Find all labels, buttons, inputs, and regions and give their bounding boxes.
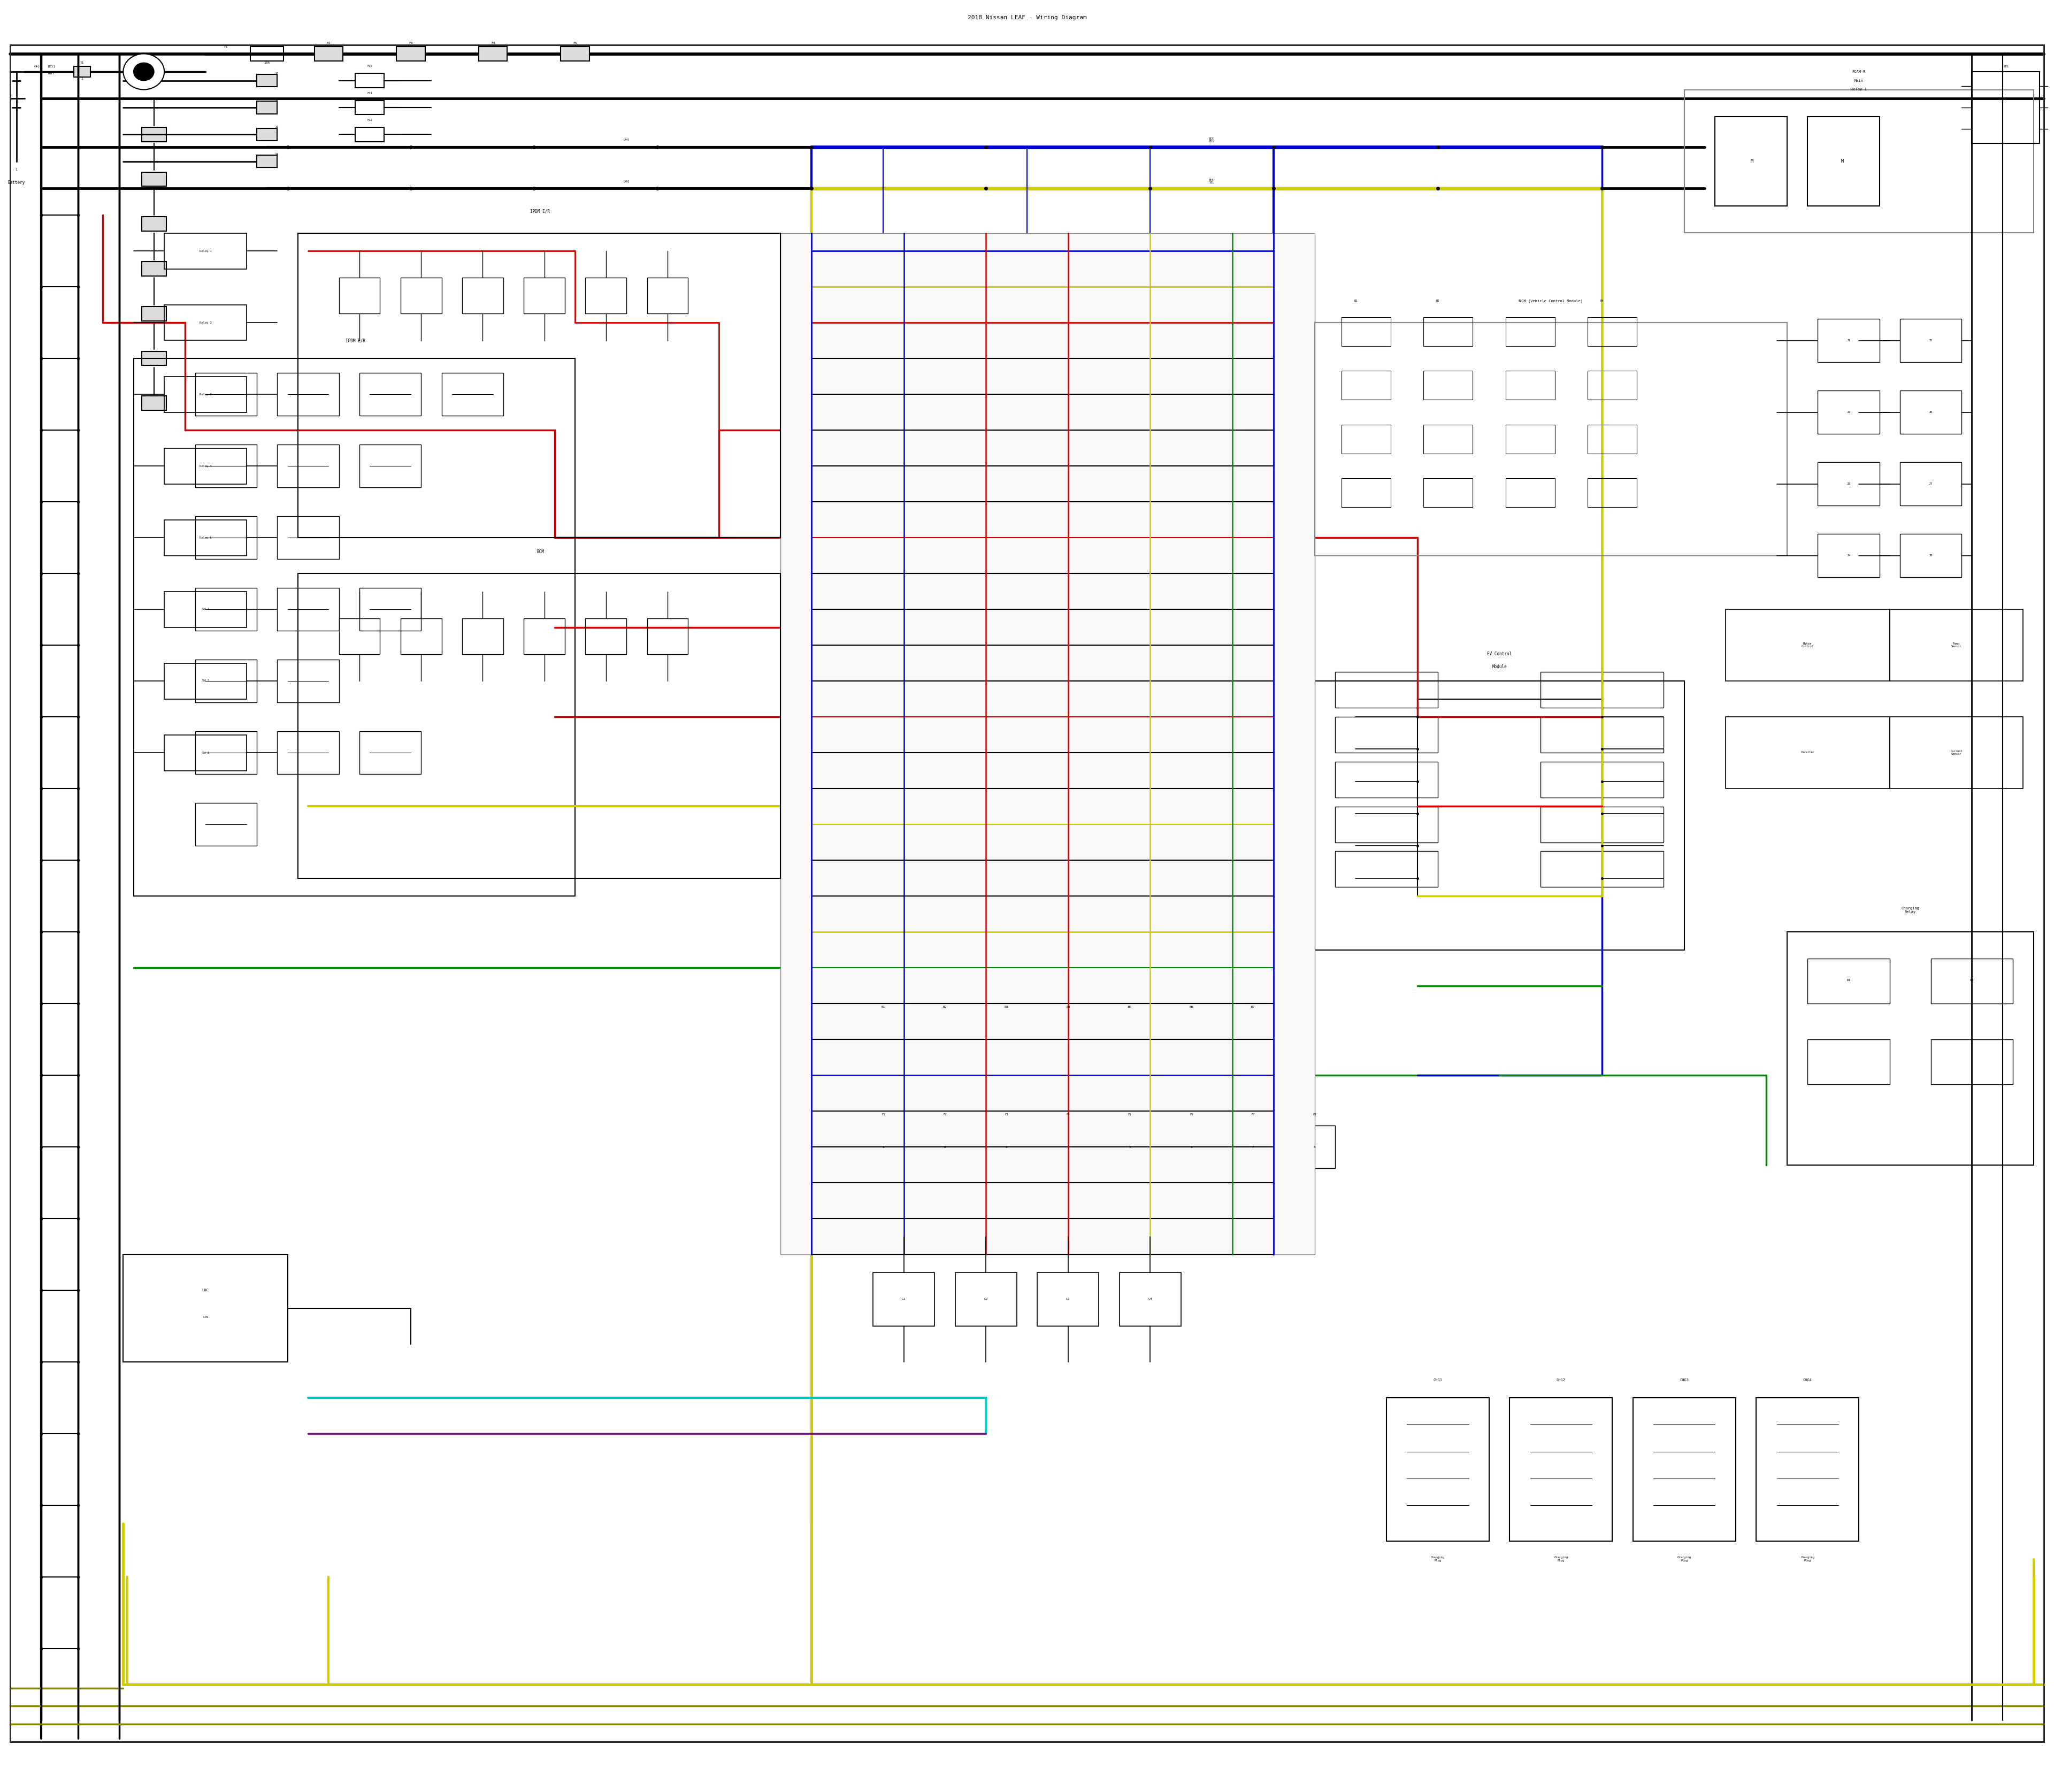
Bar xyxy=(585,618,626,654)
Bar xyxy=(585,278,626,314)
Bar xyxy=(1588,478,1637,507)
Text: CHG3: CHG3 xyxy=(1680,1378,1688,1382)
Text: B7: B7 xyxy=(1251,1005,1255,1009)
Text: F3: F3 xyxy=(409,41,413,45)
Bar xyxy=(1315,681,1684,950)
Text: X4: X4 xyxy=(275,152,279,156)
Bar xyxy=(982,1018,1031,1061)
Text: Battery: Battery xyxy=(8,181,25,185)
Bar xyxy=(195,516,257,559)
Text: Relay 1: Relay 1 xyxy=(1851,88,1867,91)
Bar xyxy=(647,618,688,654)
Bar xyxy=(142,351,166,366)
Bar xyxy=(277,731,339,774)
Bar xyxy=(1228,1018,1278,1061)
Text: F5: F5 xyxy=(1128,1113,1132,1116)
Bar xyxy=(524,278,565,314)
Text: F10: F10 xyxy=(368,65,372,68)
Bar xyxy=(859,1018,908,1061)
Bar xyxy=(1386,1398,1489,1541)
Bar xyxy=(1232,1125,1273,1168)
Text: B6: B6 xyxy=(1189,1005,1193,1009)
Bar xyxy=(1335,762,1438,797)
Bar xyxy=(1341,317,1391,346)
Text: F1: F1 xyxy=(881,1113,885,1116)
Bar xyxy=(1335,851,1438,887)
Bar xyxy=(1900,391,1962,434)
Bar xyxy=(986,1125,1027,1168)
Text: BCM: BCM xyxy=(536,550,544,554)
Text: C1: C1 xyxy=(902,1297,906,1301)
Bar xyxy=(1715,116,1787,206)
Bar xyxy=(1684,90,2033,233)
Text: IPDM E/R: IPDM E/R xyxy=(345,339,366,342)
Text: 2018 Nissan LEAF - Wiring Diagram: 2018 Nissan LEAF - Wiring Diagram xyxy=(967,16,1087,20)
Bar xyxy=(1890,609,2023,681)
Bar xyxy=(1931,1039,2013,1084)
Bar xyxy=(1506,317,1555,346)
Circle shape xyxy=(134,63,154,81)
Bar xyxy=(142,127,166,142)
Bar xyxy=(1506,478,1555,507)
Bar xyxy=(1167,1018,1216,1061)
Bar xyxy=(647,278,688,314)
Bar xyxy=(164,591,246,627)
Bar xyxy=(1423,425,1473,453)
Text: B1: B1 xyxy=(1354,299,1358,303)
Bar xyxy=(462,278,503,314)
Bar xyxy=(781,233,1315,1254)
Bar xyxy=(1335,806,1438,842)
Bar xyxy=(195,803,257,846)
Bar xyxy=(1540,806,1664,842)
Bar xyxy=(1900,462,1962,505)
Bar xyxy=(277,659,339,702)
Bar xyxy=(257,156,277,167)
Text: Relay 5: Relay 5 xyxy=(199,536,212,539)
Text: F7: F7 xyxy=(1251,1113,1255,1116)
Bar xyxy=(1787,932,2033,1165)
Text: J2: J2 xyxy=(1847,410,1851,414)
Text: B5: B5 xyxy=(1128,1005,1132,1009)
Bar xyxy=(1341,425,1391,453)
Text: F8: F8 xyxy=(1313,1113,1317,1116)
Text: CHG1: CHG1 xyxy=(1434,1378,1442,1382)
Text: J4: J4 xyxy=(1847,554,1851,557)
Bar xyxy=(1341,478,1391,507)
Bar xyxy=(1506,371,1555,400)
Bar xyxy=(1633,1398,1736,1541)
Text: F2: F2 xyxy=(943,1113,947,1116)
Bar xyxy=(314,47,343,61)
Bar xyxy=(1890,717,2023,788)
Bar xyxy=(359,731,421,774)
Bar xyxy=(1105,1018,1154,1061)
Text: T1: T1 xyxy=(80,61,84,65)
Circle shape xyxy=(123,54,164,90)
Bar xyxy=(873,1272,935,1326)
Bar xyxy=(1037,1272,1099,1326)
Text: Inverter: Inverter xyxy=(1801,751,1814,754)
Bar xyxy=(142,262,166,276)
Bar xyxy=(298,233,781,538)
Bar xyxy=(164,233,246,269)
Bar xyxy=(1725,717,1890,788)
Text: [B4]
YEL: [B4] YEL xyxy=(1208,177,1216,185)
Bar xyxy=(1900,319,1962,362)
Bar xyxy=(1294,1125,1335,1168)
Text: (+): (+) xyxy=(33,65,41,68)
Bar xyxy=(1756,1398,1859,1541)
Text: Main: Main xyxy=(1855,79,1863,82)
Text: F4: F4 xyxy=(1066,1113,1070,1116)
Bar xyxy=(1540,762,1664,797)
Bar xyxy=(142,396,166,410)
Text: B4: B4 xyxy=(1600,299,1604,303)
Bar xyxy=(355,73,384,88)
Text: SW 3: SW 3 xyxy=(201,751,210,754)
Text: [E1]: [E1] xyxy=(47,65,55,68)
Text: B3: B3 xyxy=(1004,1005,1009,1009)
Text: B2: B2 xyxy=(1436,299,1440,303)
Text: C2: C2 xyxy=(984,1297,988,1301)
Bar xyxy=(164,448,246,484)
Text: LIN: LIN xyxy=(203,1315,207,1319)
Bar xyxy=(1540,717,1664,753)
Bar xyxy=(142,217,166,231)
